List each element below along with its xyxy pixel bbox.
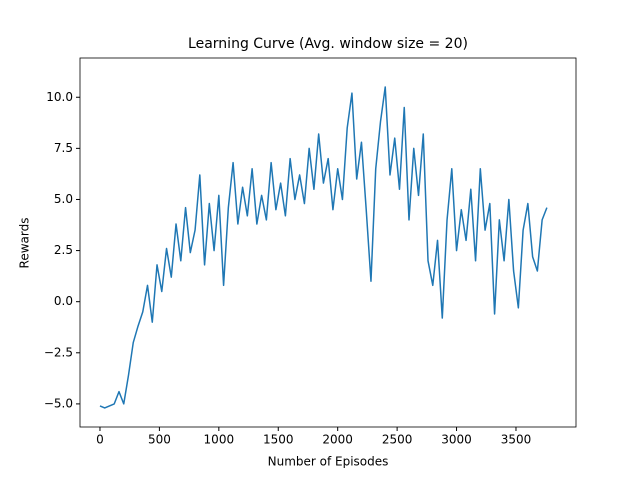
x-tick-label: 3500 [501, 433, 532, 447]
y-tick-label: 2.5 [54, 243, 73, 257]
x-axis-label: Number of Episodes [268, 455, 389, 469]
x-tick-label: 500 [148, 433, 171, 447]
x-tick-label: 1000 [204, 433, 235, 447]
plot-frame [79, 57, 577, 428]
y-tick-label: 10.0 [46, 90, 73, 104]
x-tick-label: 2000 [322, 433, 353, 447]
y-tick-label: 5.0 [54, 192, 73, 206]
line-series [99, 86, 548, 409]
x-tick-label: 3000 [441, 433, 472, 447]
y-axis-label: Rewards [18, 218, 32, 269]
y-tick-label: −5.0 [44, 396, 73, 410]
y-tick-label: 7.5 [54, 141, 73, 155]
y-tick-label: −2.5 [44, 345, 73, 359]
y-tick-label: 0.0 [54, 294, 73, 308]
x-tick-label: 1500 [263, 433, 294, 447]
chart-title: Learning Curve (Avg. window size = 20) [188, 36, 468, 52]
x-tick-label: 0 [96, 433, 104, 447]
x-tick-label: 2500 [382, 433, 413, 447]
